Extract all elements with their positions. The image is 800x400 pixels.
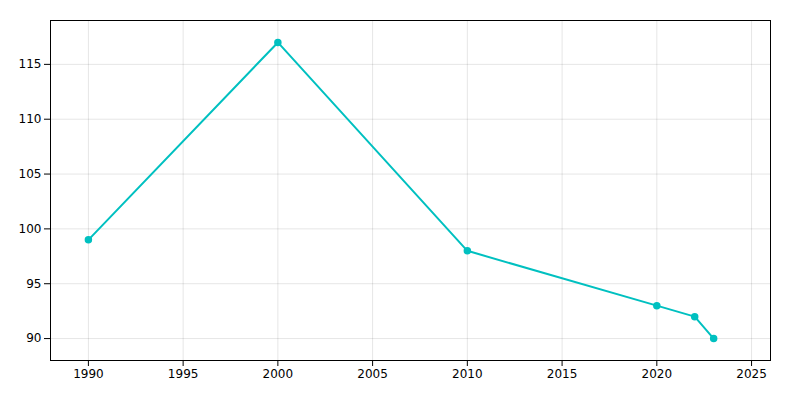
svg-text:115: 115 (19, 57, 42, 71)
svg-text:2005: 2005 (357, 367, 388, 381)
svg-text:2000: 2000 (263, 367, 294, 381)
svg-text:1995: 1995 (168, 367, 199, 381)
svg-text:2015: 2015 (547, 367, 578, 381)
svg-text:2025: 2025 (736, 367, 767, 381)
svg-text:1990: 1990 (73, 367, 104, 381)
svg-text:2020: 2020 (642, 367, 673, 381)
svg-text:2010: 2010 (452, 367, 483, 381)
svg-text:105: 105 (19, 167, 42, 181)
svg-text:110: 110 (19, 112, 42, 126)
svg-text:100: 100 (19, 222, 42, 236)
svg-text:90: 90 (26, 331, 41, 345)
svg-text:95: 95 (26, 277, 41, 291)
